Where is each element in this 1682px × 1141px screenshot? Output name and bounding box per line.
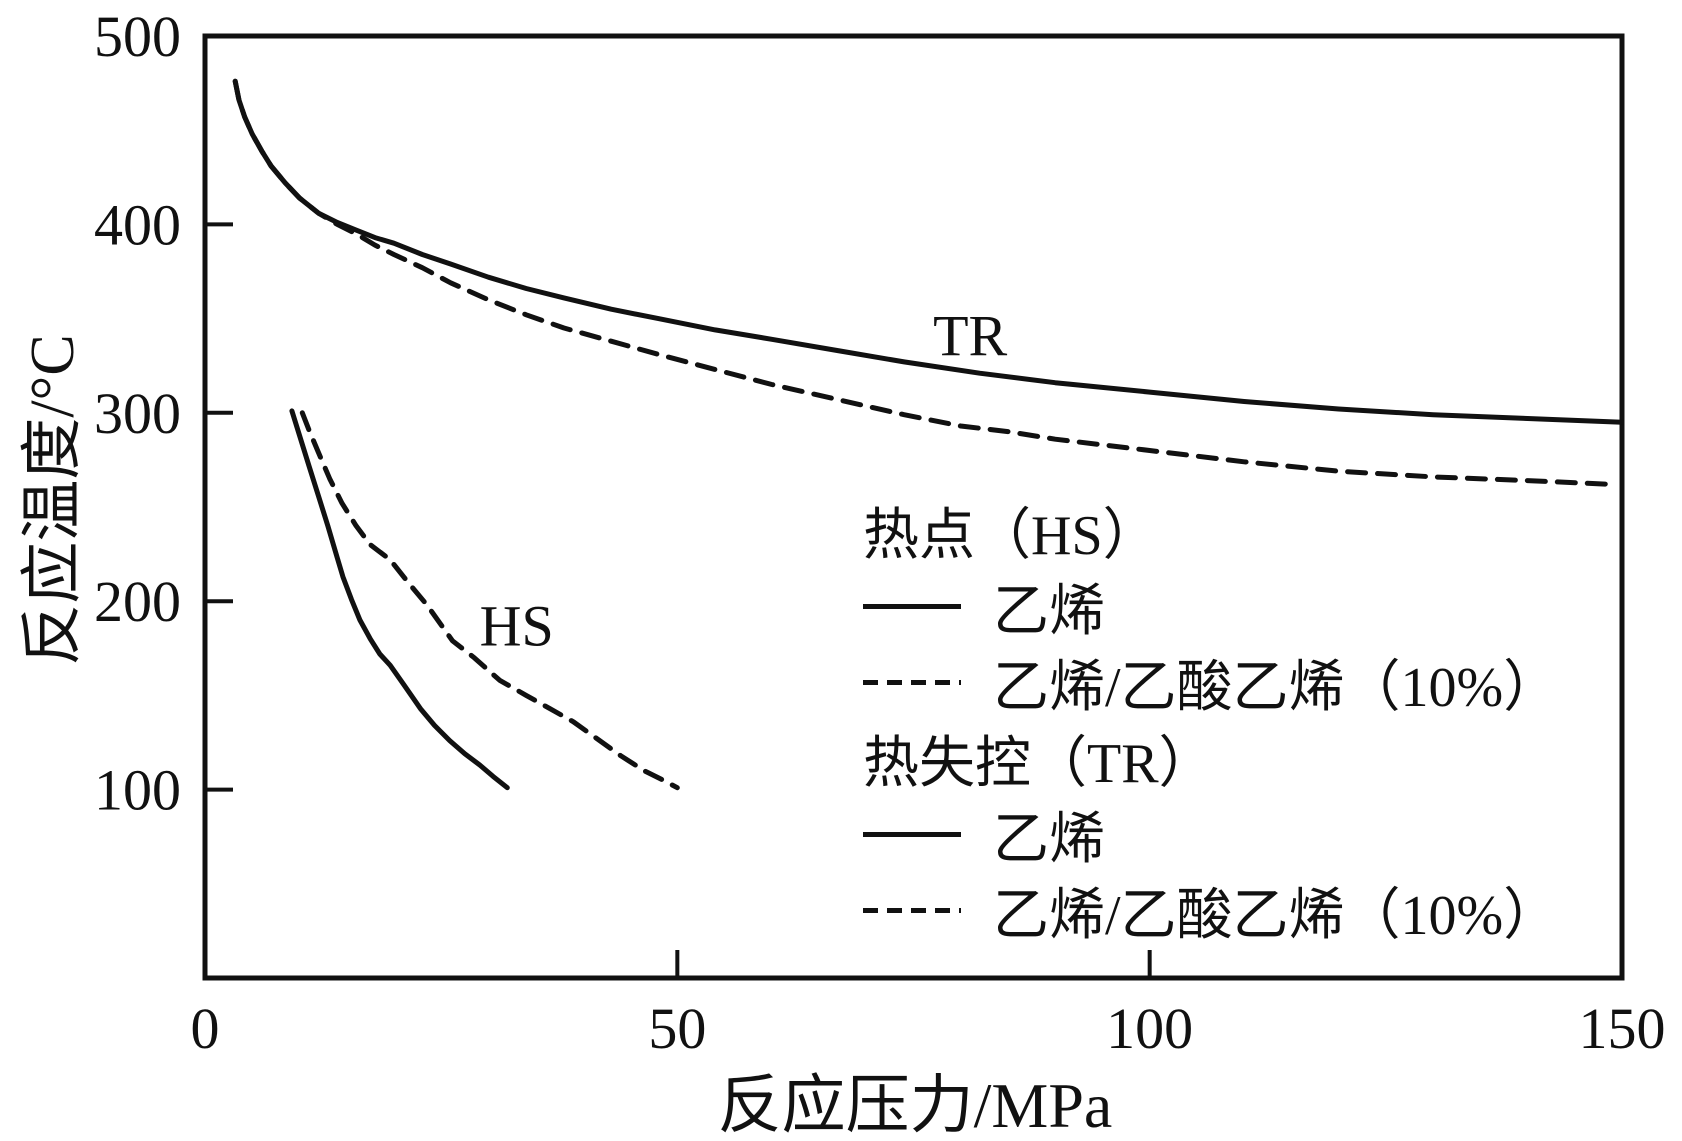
legend-item-label: 乙烯 xyxy=(993,808,1105,871)
x-tick-label: 50 xyxy=(648,996,706,1061)
legend-item-tr-eva: 乙烯/乙酸乙烯（10%） xyxy=(863,872,1559,948)
dashed-line-swatch xyxy=(863,907,961,913)
annotation-tr: TR xyxy=(933,304,1007,369)
y-tick-label: 200 xyxy=(94,569,181,634)
legend-group-header-hs: 热点（HS） xyxy=(863,492,1159,568)
legend-item-hs-eva: 乙烯/乙酸乙烯（10%） xyxy=(863,644,1559,720)
solid-line-swatch xyxy=(863,603,961,609)
curve-tr-dashed xyxy=(232,78,1616,487)
legend-group-header-tr: 热失控（TR） xyxy=(863,720,1215,796)
legend-item-tr-ethylene: 乙烯 xyxy=(863,796,1105,872)
legend-item-label: 乙烯 xyxy=(993,580,1105,643)
x-tick-label: 150 xyxy=(1579,996,1666,1061)
annotation-hs: HS xyxy=(480,594,554,659)
solid-line-swatch xyxy=(863,831,961,837)
curve-hs-dashed xyxy=(299,410,680,791)
curve-tr-solid xyxy=(232,78,1625,425)
legend-header-label: 热失控（TR） xyxy=(863,732,1215,795)
curve-hs-solid xyxy=(289,408,510,791)
plot-frame xyxy=(202,33,1625,981)
y-tick-label: 400 xyxy=(94,192,181,257)
y-tick-label: 100 xyxy=(94,758,181,823)
legend-item-label: 乙烯/乙酸乙烯（10%） xyxy=(993,656,1560,719)
y-tick-label: 300 xyxy=(94,381,181,446)
legend-header-label: 热点（HS） xyxy=(863,504,1159,567)
x-axis-title: 反应压力/MPa xyxy=(717,1070,1113,1141)
x-tick-label: 100 xyxy=(1106,996,1193,1061)
y-axis-title: 反应温度/°C xyxy=(19,334,87,666)
y-tick-label: 500 xyxy=(94,4,181,69)
legend-item-hs-ethylene: 乙烯 xyxy=(863,568,1105,644)
dashed-line-swatch xyxy=(863,679,961,685)
x-tick-label: 0 xyxy=(191,996,220,1061)
legend-item-label: 乙烯/乙酸乙烯（10%） xyxy=(993,884,1560,947)
